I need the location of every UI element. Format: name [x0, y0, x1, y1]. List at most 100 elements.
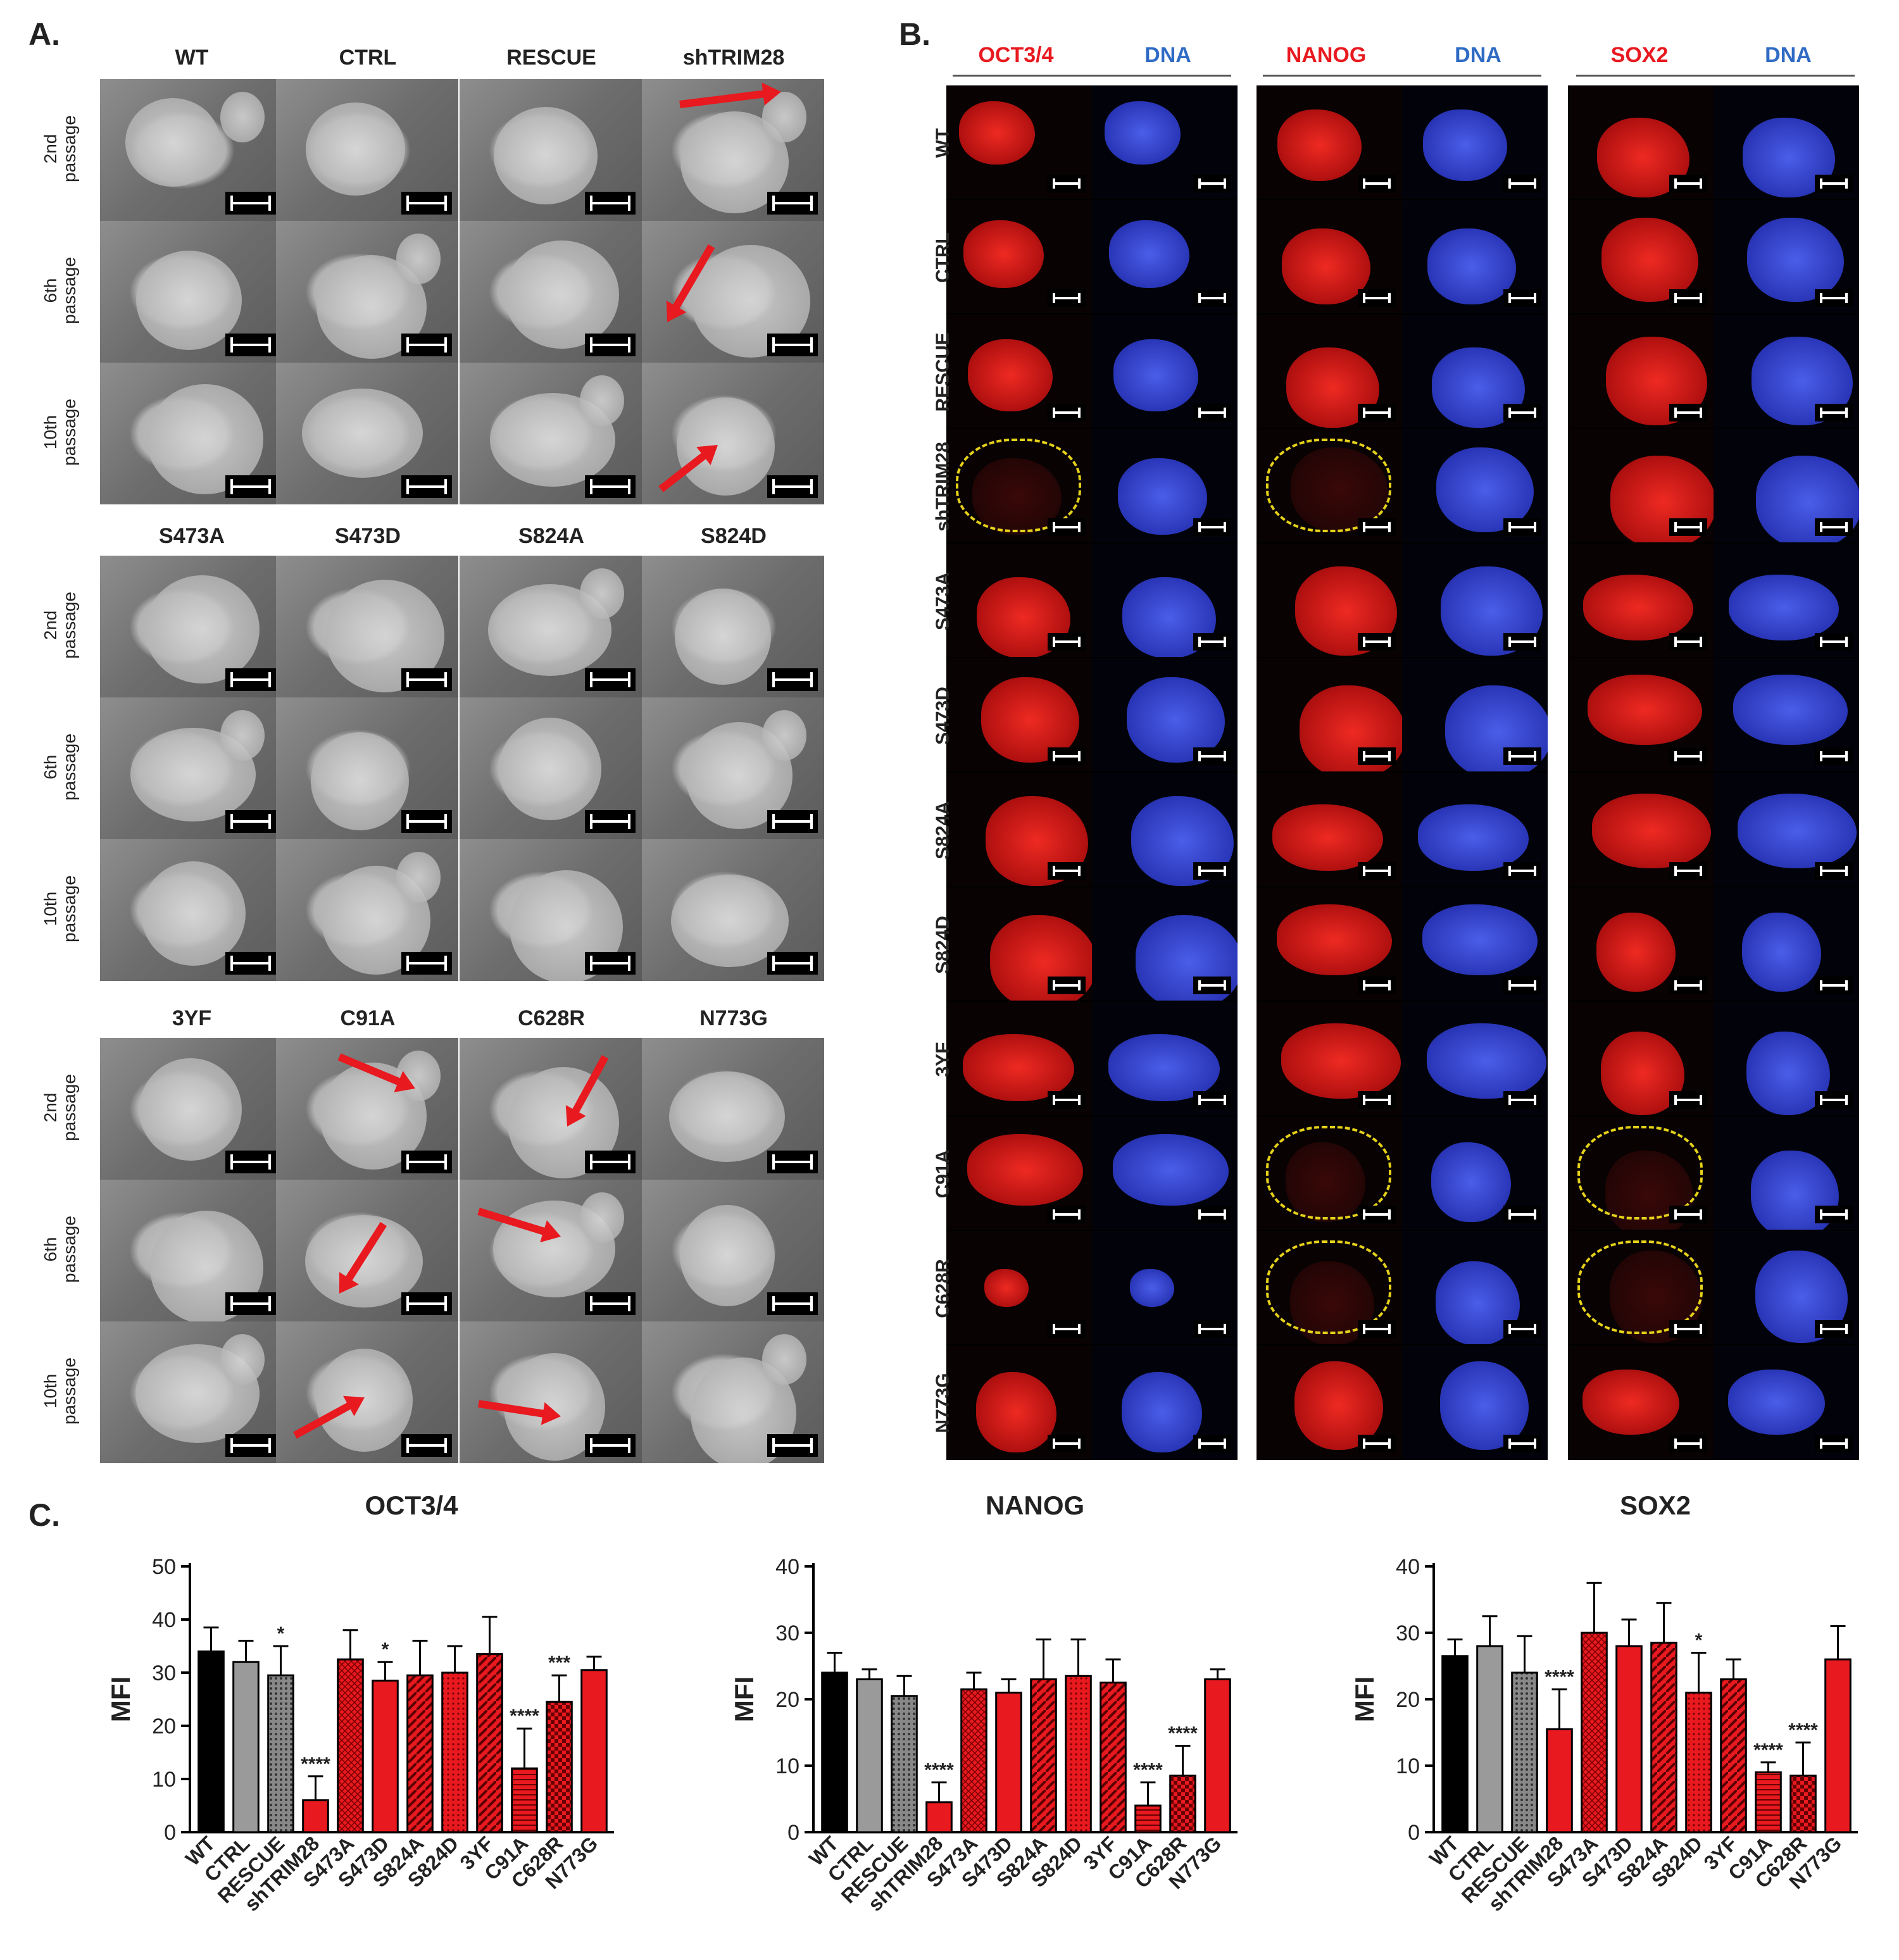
- colony: [145, 575, 260, 684]
- scale-bar-tick: [1820, 866, 1822, 876]
- scale-bar-tick: [628, 956, 630, 971]
- scale-bar-tick: [1700, 522, 1702, 532]
- scale-bar-tick: [1053, 1439, 1055, 1449]
- scale-bar: [585, 668, 636, 691]
- dna-tile: [1092, 887, 1238, 1001]
- y-tick-label: 30: [152, 1661, 176, 1685]
- scale-bar: [1669, 1435, 1707, 1452]
- scale-bar-tick: [628, 196, 630, 211]
- y-tick-label: 30: [1396, 1621, 1420, 1645]
- colony: [499, 718, 601, 820]
- scale-bar: [767, 952, 818, 975]
- scale-bar-tick: [1534, 408, 1536, 418]
- scale-bar-tick: [1363, 1209, 1365, 1220]
- scale-bar-tick: [1845, 1439, 1848, 1449]
- y-tick-label: 10: [152, 1768, 176, 1792]
- bar: [1204, 1678, 1231, 1833]
- bar: [441, 1671, 468, 1833]
- scale-bar-line: [772, 344, 813, 346]
- scale-bar-tick: [268, 196, 271, 211]
- scale-bar: [401, 1151, 452, 1173]
- panel-a-label: A.: [28, 16, 60, 52]
- scale-bar: [1815, 1091, 1853, 1109]
- scale-bar-line: [1508, 411, 1536, 414]
- scale-bar-line: [1053, 984, 1081, 987]
- bar: [302, 1799, 329, 1833]
- dna-tile: [1714, 1231, 1859, 1344]
- scale-bar-tick: [1224, 1209, 1226, 1220]
- colony-stain: [1109, 220, 1189, 288]
- scale-bar-tick: [1224, 1324, 1226, 1334]
- scale-bar: [1193, 289, 1231, 307]
- bar: [372, 1680, 399, 1833]
- scale-bar-tick: [230, 196, 233, 211]
- scale-bar: [1503, 1091, 1541, 1109]
- marker-tile: [1257, 1345, 1402, 1459]
- dashed-outline: [1266, 1240, 1391, 1334]
- scale-bar-tick: [1053, 980, 1055, 990]
- scale-bar-tick: [1078, 1209, 1081, 1220]
- scale-bar-tick: [1363, 637, 1365, 647]
- bar: [1650, 1642, 1677, 1833]
- scale-bar: [1358, 175, 1396, 192]
- y-tick-label: 0: [787, 1821, 799, 1845]
- dashed-outline: [1266, 439, 1391, 532]
- scale-bar-line: [1053, 297, 1081, 299]
- scale-bar-line: [1053, 1213, 1081, 1216]
- scale-bar-line: [1363, 870, 1391, 872]
- marker-tile: [1257, 1002, 1402, 1115]
- scale-bar-line: [1198, 984, 1226, 987]
- marker-tile: [1568, 315, 1714, 428]
- scale-bar-tick: [444, 1296, 447, 1311]
- bar: [1789, 1775, 1817, 1833]
- scale-bar-line: [1363, 297, 1391, 299]
- scale-bar-line: [590, 485, 630, 488]
- bar: [1065, 1675, 1092, 1833]
- scale-bar-tick: [406, 1438, 409, 1453]
- scale-bar-line: [772, 1302, 813, 1305]
- scale-bar-tick: [1388, 293, 1391, 303]
- dna-tile: [1402, 85, 1548, 199]
- scale-bar: [1193, 1320, 1231, 1338]
- scale-bar-tick: [590, 337, 592, 353]
- scale-bar-tick: [1700, 637, 1702, 647]
- colony-stain: [1418, 804, 1529, 871]
- brightfield-tile: [460, 221, 642, 363]
- scale-bar: [1048, 518, 1086, 536]
- scale-bar: [585, 810, 636, 833]
- scale-bar: [1358, 1320, 1396, 1338]
- scale-bar-line: [590, 820, 630, 823]
- colony-stain: [1422, 904, 1538, 975]
- significance-label: ****: [1753, 1740, 1783, 1761]
- significance-label: ****: [1788, 1720, 1818, 1740]
- scale-bar-tick: [1845, 751, 1848, 761]
- colony: [580, 375, 624, 426]
- scale-bar-line: [772, 820, 813, 823]
- dna-tile: [1092, 658, 1238, 771]
- scale-bar: [1358, 1091, 1396, 1109]
- scale-bar-tick: [1700, 980, 1702, 990]
- scale-bar: [1048, 1435, 1086, 1452]
- scale-bar: [1193, 977, 1231, 994]
- dna-tile: [1092, 1231, 1238, 1344]
- marker-tile: [1568, 887, 1714, 1001]
- scale-bar-line: [1053, 870, 1081, 872]
- scale-bar-tick: [1674, 866, 1677, 876]
- scale-bar-line: [1053, 755, 1081, 758]
- scale-bar-line: [406, 344, 447, 346]
- scale-bar-line: [1198, 1442, 1226, 1445]
- scale-bar-tick: [406, 337, 409, 353]
- scale-bar-tick: [1508, 980, 1511, 990]
- marker-tile: [1257, 1116, 1402, 1230]
- y-tick-label: 20: [775, 1688, 799, 1712]
- scale-bar-tick: [1534, 522, 1536, 532]
- dna-tile: [1714, 200, 1859, 313]
- bar: [960, 1688, 987, 1833]
- significance-label: *: [382, 1639, 389, 1660]
- marker-tile: [1257, 429, 1402, 542]
- brightfield-tile: [276, 79, 458, 221]
- scale-bar-tick: [590, 956, 592, 971]
- scale-bar-line: [1053, 411, 1081, 414]
- scale-bar-line: [1820, 870, 1848, 872]
- scale-bar-tick: [1820, 980, 1822, 990]
